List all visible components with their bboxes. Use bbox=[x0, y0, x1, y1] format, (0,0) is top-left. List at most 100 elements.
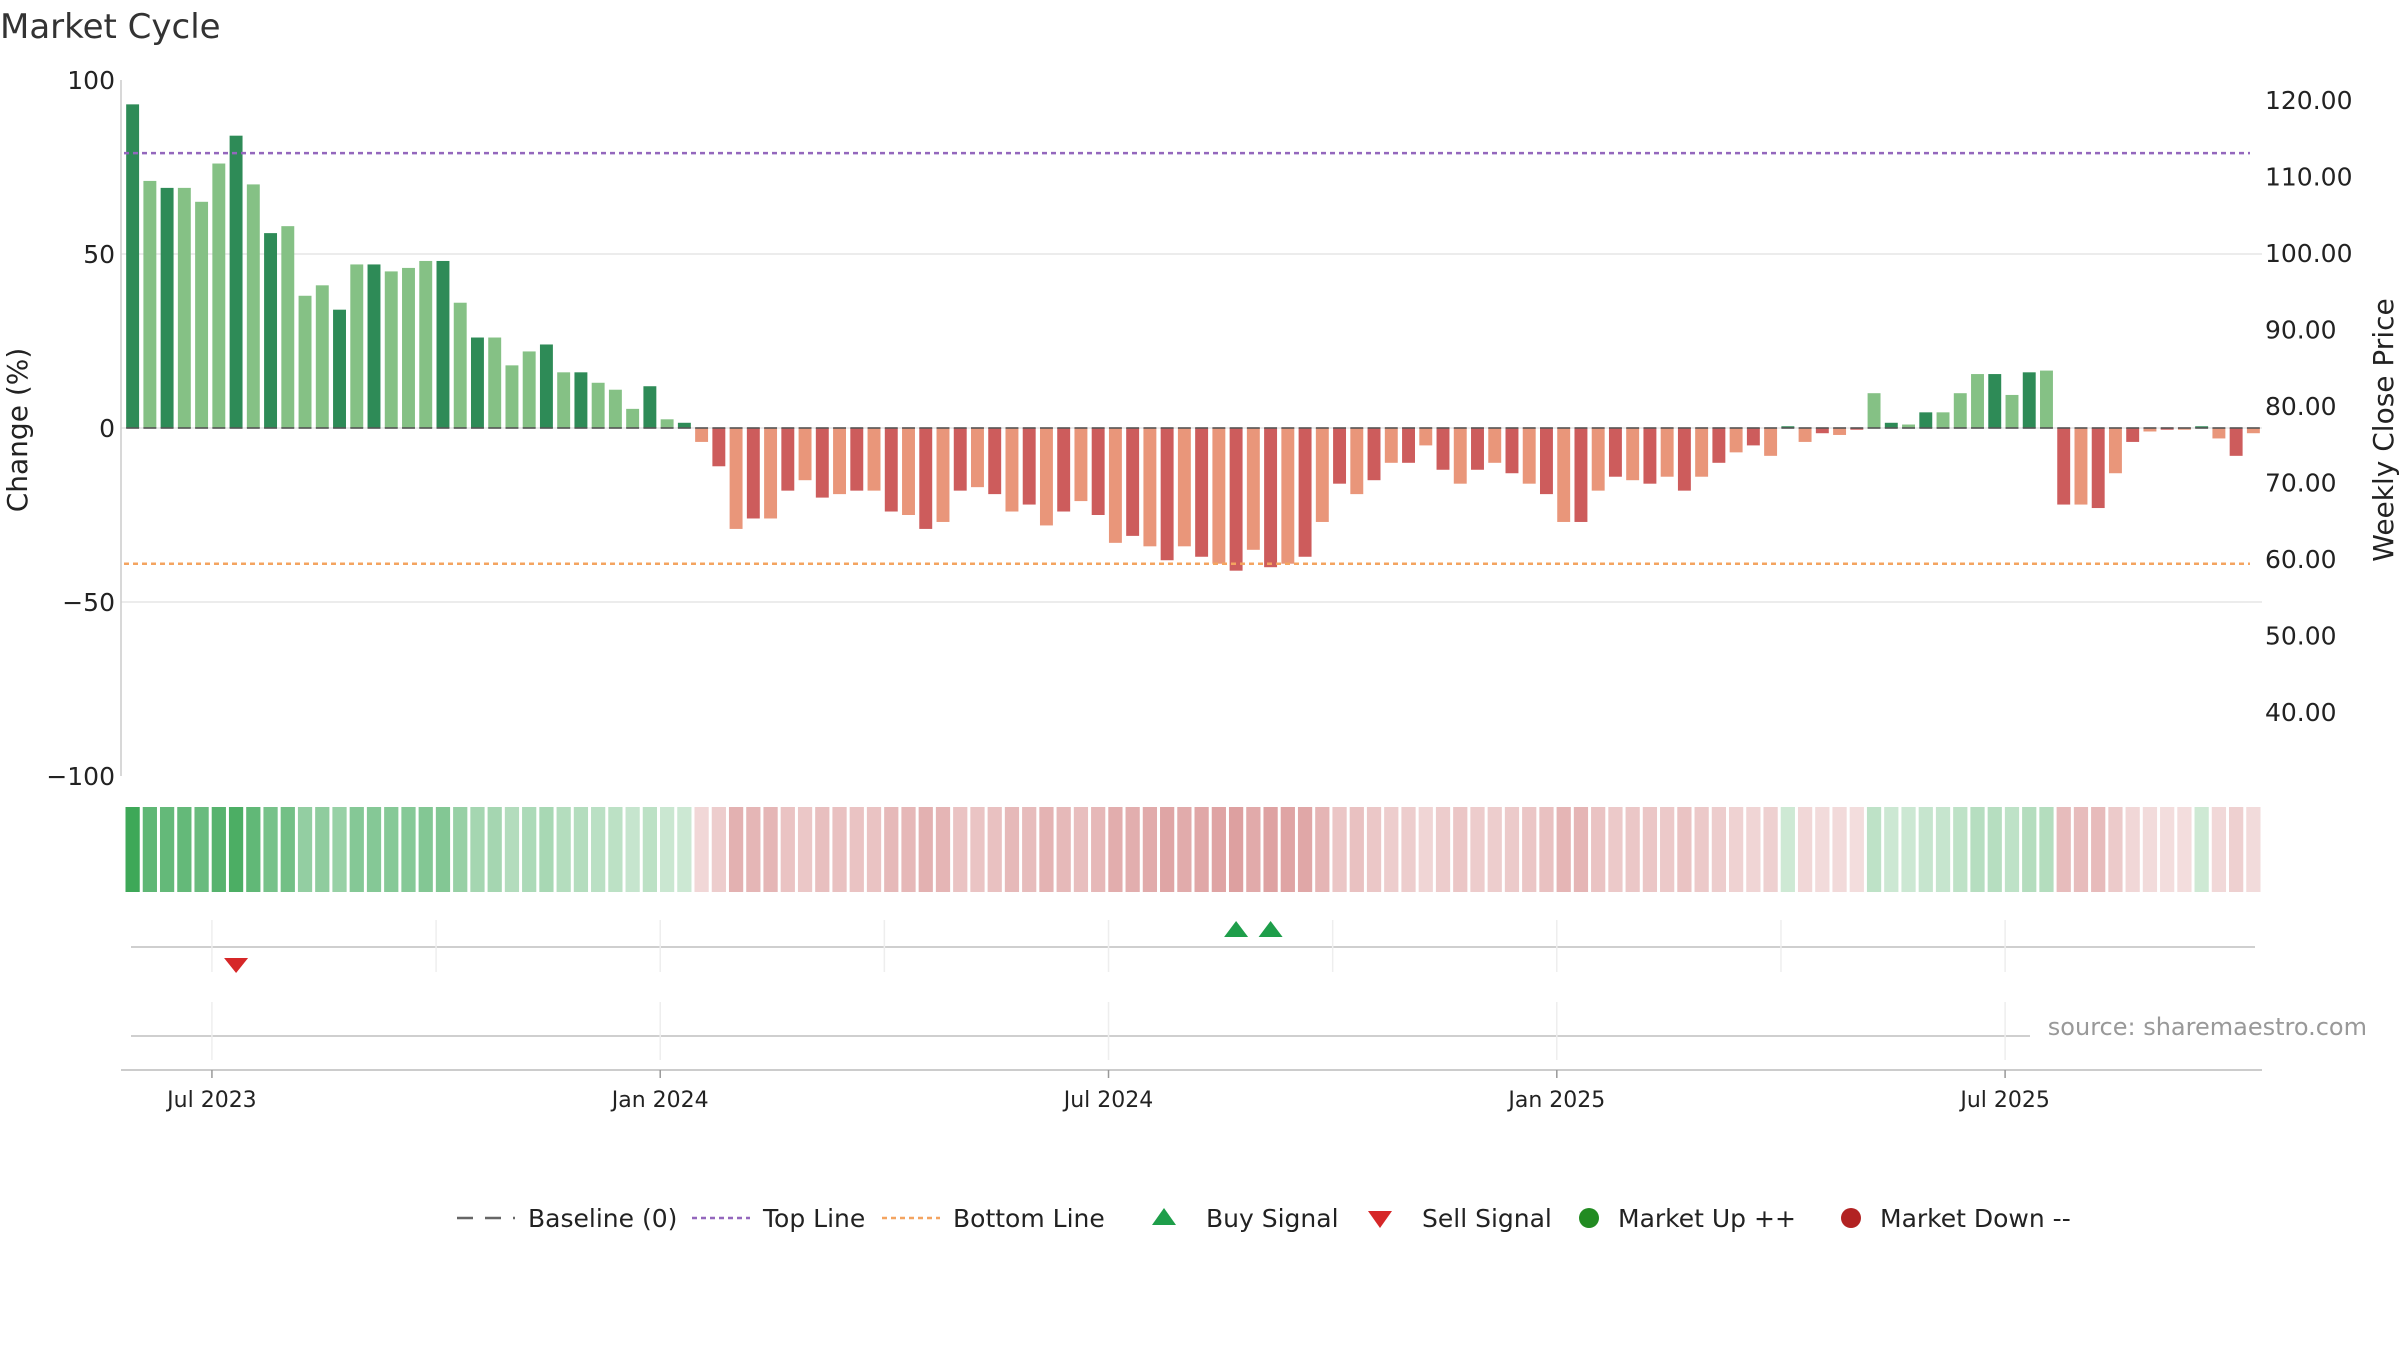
legend-item: Market Down -- bbox=[1841, 1204, 2071, 1233]
bar bbox=[160, 187, 174, 428]
bar bbox=[1505, 428, 1519, 474]
bar bbox=[764, 428, 778, 519]
reference-lines bbox=[124, 151, 2250, 565]
heat-cell bbox=[504, 807, 520, 892]
bar bbox=[2195, 426, 2209, 428]
bar bbox=[850, 428, 864, 491]
legend-item: Bottom Line bbox=[882, 1204, 1105, 1233]
y-right-tick-label: 80.00 bbox=[2265, 392, 2337, 421]
bar bbox=[712, 428, 726, 467]
heat-cell bbox=[1866, 807, 1882, 892]
legend-item: Top Line bbox=[692, 1204, 865, 1233]
heat-cell bbox=[763, 807, 778, 892]
heat-cell bbox=[953, 807, 968, 892]
bar bbox=[1177, 428, 1191, 547]
bar bbox=[1333, 428, 1347, 484]
heat-cell bbox=[1901, 807, 1916, 892]
heat-cell bbox=[1039, 807, 1054, 892]
x-tick-label: Jul 2025 bbox=[1958, 1088, 2050, 1113]
bar bbox=[884, 428, 898, 512]
bar bbox=[1436, 428, 1450, 470]
bar bbox=[557, 372, 571, 428]
bar bbox=[350, 264, 364, 428]
heat-cell bbox=[1160, 807, 1175, 892]
buy-signal-marker bbox=[1258, 921, 1283, 937]
legend-swatch-triangle-up bbox=[1152, 1208, 1176, 1225]
heat-cell bbox=[1108, 807, 1123, 892]
heat-cell bbox=[1418, 807, 1433, 892]
bar bbox=[695, 428, 709, 442]
bar bbox=[505, 365, 519, 428]
heat-cell bbox=[711, 807, 726, 892]
heat-cell bbox=[1711, 807, 1726, 892]
bar bbox=[1677, 428, 1691, 491]
heat-cell bbox=[1349, 807, 1364, 892]
bar bbox=[402, 267, 415, 428]
legend-label: Top Line bbox=[762, 1204, 865, 1233]
heat-cell bbox=[694, 807, 709, 892]
bar bbox=[522, 351, 536, 428]
bar bbox=[781, 428, 795, 491]
heat-cell bbox=[2160, 807, 2175, 892]
y-right-tick-label: 50.00 bbox=[2265, 622, 2337, 651]
y-left-tick-label: −50 bbox=[62, 588, 115, 617]
heat-cell bbox=[2125, 807, 2140, 892]
heat-cell bbox=[832, 807, 847, 892]
heat-cell bbox=[1539, 807, 1554, 892]
bar bbox=[126, 104, 140, 429]
bar bbox=[1022, 428, 1036, 505]
bar bbox=[1350, 428, 1364, 495]
heat-cell bbox=[2108, 807, 2123, 892]
bar bbox=[1488, 428, 1502, 463]
y-axis-left-label: Change (%) bbox=[1, 348, 34, 513]
bar bbox=[2212, 428, 2226, 439]
heat-cell bbox=[1797, 807, 1813, 892]
heat-cell bbox=[1987, 807, 2002, 892]
legend-label: Baseline (0) bbox=[528, 1204, 677, 1233]
y-left-tick-label: 0 bbox=[99, 414, 115, 443]
heat-cell bbox=[1194, 807, 1209, 892]
heat-cell bbox=[487, 807, 502, 892]
x-axis: Jul 2023 Jan 2024 Jul 2024 Jan 2025 Jul 2025 bbox=[121, 1069, 2262, 1113]
bar bbox=[315, 285, 329, 428]
bar bbox=[2143, 428, 2157, 432]
bar bbox=[1798, 428, 1812, 442]
bar bbox=[1402, 428, 1415, 463]
bar bbox=[608, 389, 622, 428]
heat-cell bbox=[280, 807, 295, 892]
y-left-tick-label: 100 bbox=[67, 66, 115, 95]
heat-cell bbox=[1487, 807, 1502, 892]
bar bbox=[1936, 412, 1950, 428]
heat-cell bbox=[1694, 807, 1709, 892]
x-tick-label: Jul 2023 bbox=[165, 1088, 257, 1113]
bar bbox=[264, 233, 278, 428]
bar bbox=[988, 428, 1002, 495]
bar bbox=[488, 337, 502, 428]
heat-cell bbox=[418, 807, 433, 892]
bar bbox=[2177, 428, 2191, 430]
heat-cell bbox=[1366, 807, 1382, 892]
bar bbox=[833, 428, 846, 495]
heat-cell bbox=[1280, 807, 1295, 892]
bar bbox=[1712, 428, 1726, 463]
heat-cell bbox=[901, 807, 916, 892]
heat-cell bbox=[1591, 807, 1606, 892]
heat-cell bbox=[1401, 807, 1416, 892]
bar bbox=[1884, 422, 1898, 428]
heat-cell bbox=[2194, 807, 2209, 892]
x-tick-label: Jul 2024 bbox=[1062, 1088, 1154, 1113]
heat-cell bbox=[1832, 807, 1847, 892]
y-right-tick-label: 110.00 bbox=[2265, 163, 2352, 192]
bar bbox=[1746, 428, 1760, 446]
heat-cell bbox=[2211, 807, 2227, 892]
bar bbox=[2074, 428, 2088, 505]
heat-cell bbox=[556, 807, 571, 892]
heat-cell bbox=[677, 807, 692, 892]
bar bbox=[867, 428, 881, 491]
heat-cell bbox=[987, 807, 1002, 892]
source-attribution: source: sharemaestro.com bbox=[2048, 1013, 2367, 1041]
heat-cell bbox=[1470, 807, 1485, 892]
heat-cell bbox=[332, 807, 347, 892]
bar bbox=[1367, 428, 1381, 481]
